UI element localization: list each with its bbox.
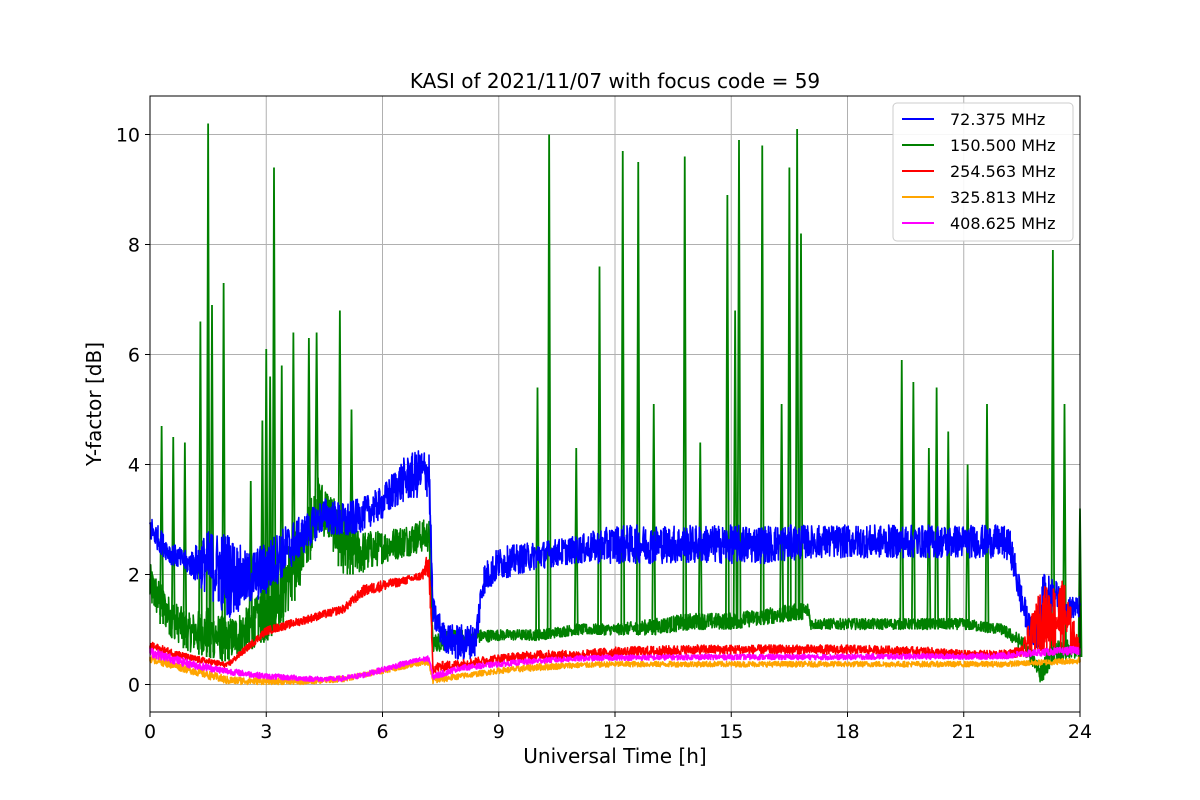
x-tick-label: 18 xyxy=(835,721,859,743)
legend-box xyxy=(892,102,1074,242)
legend-label: 325.813 MHz xyxy=(950,188,1055,207)
spike xyxy=(794,128,800,621)
spike xyxy=(965,464,971,631)
x-tick-label: 3 xyxy=(260,721,272,743)
x-tick-label: 15 xyxy=(719,721,743,743)
legend-label: 408.625 MHz xyxy=(950,214,1055,233)
x-axis-label: Universal Time [h] xyxy=(523,744,706,768)
spike xyxy=(197,321,203,655)
spike xyxy=(337,310,343,567)
spike xyxy=(290,332,296,601)
y-tick-label: 6 xyxy=(128,345,140,367)
spike xyxy=(182,442,188,649)
spike xyxy=(724,194,730,630)
chart-title: KASI of 2021/11/07 with focus code = 59 xyxy=(410,69,820,93)
series-line xyxy=(149,450,1081,661)
spike xyxy=(786,167,792,622)
spike xyxy=(736,139,742,629)
spike xyxy=(620,150,626,636)
y-tick-label: 2 xyxy=(128,565,140,587)
spike xyxy=(682,156,688,631)
spike xyxy=(759,145,765,626)
legend-label: 72.375 MHz xyxy=(950,110,1045,129)
legend: 72.375 MHz 150.500 MHz 254.563 MHz 325.813 … xyxy=(892,102,1074,242)
series-line xyxy=(149,556,1081,674)
x-tick-label: 9 xyxy=(493,721,505,743)
spike xyxy=(546,134,552,639)
spike xyxy=(221,282,227,662)
spike xyxy=(314,332,320,531)
spike xyxy=(635,161,641,636)
y-axis: 0 2 4 6 8 10 xyxy=(116,125,150,697)
spike xyxy=(945,431,951,630)
series-2 xyxy=(149,556,1081,674)
series-layer xyxy=(149,123,1083,686)
spike xyxy=(205,123,211,658)
x-tick-label: 6 xyxy=(376,721,388,743)
spike xyxy=(926,447,932,630)
x-tick-label: 0 xyxy=(144,721,156,743)
y-axis-label: Y-factor [dB] xyxy=(82,342,106,467)
spike xyxy=(798,233,804,620)
x-tick-label: 24 xyxy=(1068,721,1092,743)
x-tick-label: 12 xyxy=(603,721,627,743)
y-tick-label: 8 xyxy=(128,235,140,257)
x-tick-label: 21 xyxy=(952,721,976,743)
series-4 xyxy=(149,645,1081,683)
series-0 xyxy=(149,450,1081,661)
y-tick-label: 10 xyxy=(116,125,140,147)
spike xyxy=(263,348,269,641)
legend-label: 150.500 MHz xyxy=(950,136,1055,155)
spike xyxy=(779,403,785,623)
legend-label: 254.563 MHz xyxy=(950,162,1055,181)
spike xyxy=(1050,249,1056,663)
spike xyxy=(732,310,738,629)
spike xyxy=(170,436,176,639)
y-tick-label: 0 xyxy=(128,675,140,697)
spike xyxy=(597,266,602,636)
spike xyxy=(306,337,312,560)
spike xyxy=(1062,403,1067,663)
series-line xyxy=(149,645,1081,683)
y-tick-label: 4 xyxy=(128,455,140,477)
spike xyxy=(697,442,703,630)
spike xyxy=(984,403,990,633)
spike xyxy=(159,425,165,625)
spike xyxy=(271,167,277,632)
x-axis: 0 3 6 9 12 15 18 21 24 xyxy=(144,712,1092,743)
spike xyxy=(573,447,579,636)
